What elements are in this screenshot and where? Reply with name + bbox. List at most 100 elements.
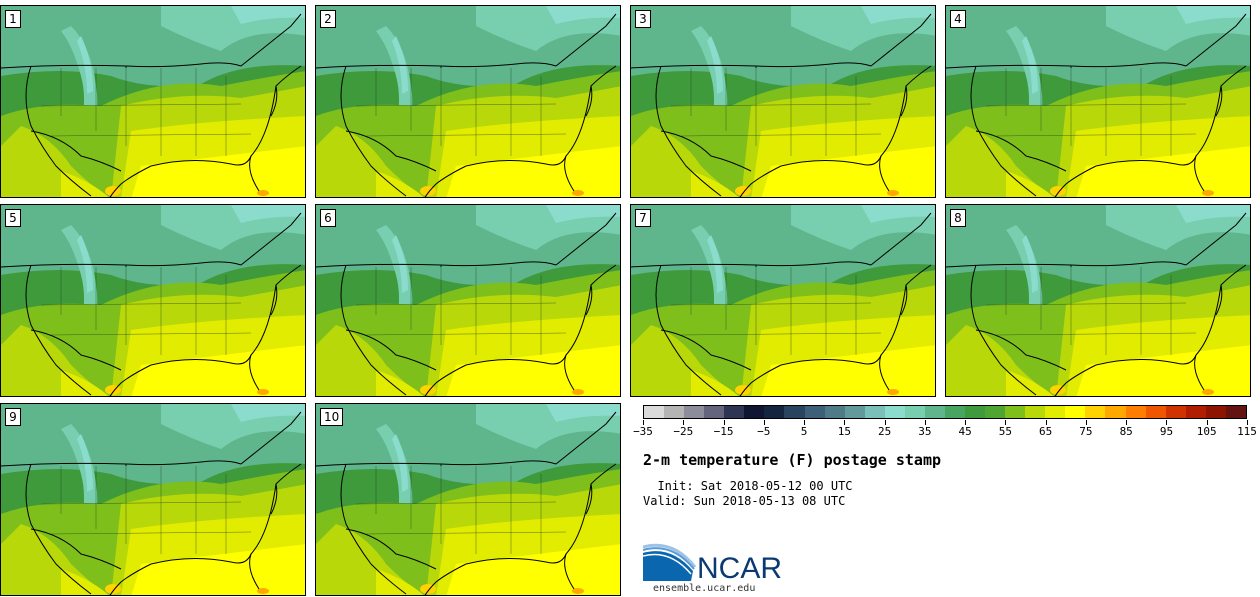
member-number: 6 — [320, 209, 336, 227]
colorbar-swatch — [764, 406, 785, 418]
colorbar-tick — [1045, 420, 1047, 425]
colorbar-swatch — [864, 406, 885, 418]
colorbar-tick-label: 65 — [1039, 425, 1053, 438]
colorbar-tick-label: 115 — [1237, 425, 1257, 438]
map-panel-1[interactable]: 1 — [0, 5, 306, 198]
colorbar-tick — [924, 420, 926, 425]
map-panel-9[interactable]: 9 — [0, 403, 306, 596]
colorbar-swatch — [804, 406, 825, 418]
colorbar-swatch — [1005, 406, 1026, 418]
temperature-map — [946, 205, 1250, 396]
colorbar-swatch — [1225, 406, 1246, 418]
colorbar-tick-label: 85 — [1119, 425, 1133, 438]
map-panel-2[interactable]: 2 — [315, 5, 621, 198]
map-panel-6[interactable]: 6 — [315, 204, 621, 397]
colorbar-swatch — [1085, 406, 1106, 418]
member-number: 1 — [5, 10, 21, 28]
colorbar-swatch — [1125, 406, 1146, 418]
colorbar-swatch — [724, 406, 745, 418]
logo-text: NCAR — [697, 552, 782, 583]
colorbar-swatch — [924, 406, 945, 418]
colorbar-tick-label: 95 — [1159, 425, 1174, 438]
colorbar-tick — [844, 420, 846, 425]
colorbar-tick — [1126, 420, 1128, 425]
temperature-map — [1, 6, 305, 197]
colorbar-tick — [683, 420, 685, 425]
colorbar-tick — [1005, 420, 1007, 425]
member-number: 10 — [320, 408, 344, 426]
colorbar-swatch — [884, 406, 905, 418]
colorbar-tick — [1206, 420, 1208, 425]
colorbar-swatch — [704, 406, 725, 418]
temperature-colorbar — [643, 405, 1247, 419]
temperature-map — [1, 205, 305, 396]
colorbar-swatch — [1185, 406, 1206, 418]
colorbar-tick-label: 75 — [1079, 425, 1093, 438]
member-number: 4 — [950, 10, 966, 28]
colorbar-swatch — [944, 406, 965, 418]
ncar-logo-icon: NCAR — [642, 543, 782, 585]
colorbar-tick — [643, 420, 644, 425]
map-panel-10[interactable]: 10 — [315, 403, 621, 596]
temperature-map — [946, 6, 1250, 197]
colorbar-swatch — [985, 406, 1006, 418]
colorbar-tick-label: −25 — [673, 425, 694, 438]
colorbar-tick — [763, 420, 765, 425]
temperature-map — [631, 205, 935, 396]
site-url: ensemble.ucar.edu — [653, 583, 756, 594]
figure-title: 2-m temperature (F) postage stamp — [643, 451, 942, 469]
colorbar-tick-label: 55 — [998, 425, 1013, 438]
colorbar-tick — [965, 420, 967, 425]
colorbar-swatch — [744, 406, 765, 418]
map-panel-7[interactable]: 7 — [630, 204, 936, 397]
temperature-map — [631, 6, 935, 197]
colorbar-swatch — [1065, 406, 1086, 418]
member-number: 2 — [320, 10, 336, 28]
colorbar-tick-label: 35 — [918, 425, 932, 438]
temperature-map — [1, 404, 305, 595]
map-panel-4[interactable]: 4 — [945, 5, 1251, 198]
colorbar-tick — [1166, 420, 1168, 425]
colorbar-tick — [804, 420, 806, 425]
colorbar-tick-label: 25 — [877, 425, 892, 438]
member-number: 9 — [5, 408, 21, 426]
member-number: 3 — [635, 10, 651, 28]
colorbar-swatch — [684, 406, 705, 418]
map-panel-5[interactable]: 5 — [0, 204, 306, 397]
ncar-logo: NCAR — [642, 541, 793, 585]
colorbar-tick-label: −35 — [633, 425, 653, 438]
colorbar-swatch — [1145, 406, 1166, 418]
init-time: Init: Sat 2018-05-12 00 UTC — [643, 479, 853, 493]
colorbar-tick-label: −15 — [713, 425, 734, 438]
colorbar-swatch — [824, 406, 845, 418]
colorbar-tick-label: 15 — [837, 425, 851, 438]
member-number: 8 — [950, 209, 966, 227]
colorbar-tick-label: −5 — [757, 425, 771, 438]
colorbar-swatch — [1105, 406, 1126, 418]
temperature-map — [316, 6, 620, 197]
member-number: 5 — [5, 209, 21, 227]
colorbar-tick — [723, 420, 725, 425]
colorbar-swatch — [904, 406, 925, 418]
temperature-map — [316, 205, 620, 396]
colorbar-swatch — [784, 406, 805, 418]
map-panel-3[interactable]: 3 — [630, 5, 936, 198]
member-number: 7 — [635, 209, 651, 227]
map-panel-8[interactable]: 8 — [945, 204, 1251, 397]
colorbar-ticks: −35 −25 −15 −5 5 15 25 35 45 55 65 75 85 95 105 115 — [633, 420, 1257, 440]
valid-time: Valid: Sun 2018-05-13 08 UTC — [643, 494, 846, 508]
temperature-map — [316, 404, 620, 595]
colorbar-swatch — [1205, 406, 1226, 418]
colorbar-tick-label: 5 — [800, 425, 808, 438]
colorbar-tick — [1085, 420, 1087, 425]
colorbar-swatch — [644, 406, 665, 418]
colorbar-swatch — [965, 406, 986, 418]
colorbar-swatch — [844, 406, 865, 418]
colorbar-tick — [884, 420, 886, 425]
colorbar-swatch — [1025, 406, 1046, 418]
colorbar-tick-label: 105 — [1196, 425, 1217, 438]
colorbar-swatch — [664, 406, 685, 418]
colorbar-tick-label: 45 — [958, 425, 972, 438]
colorbar-swatch — [1045, 406, 1066, 418]
colorbar-tick — [1247, 420, 1248, 425]
